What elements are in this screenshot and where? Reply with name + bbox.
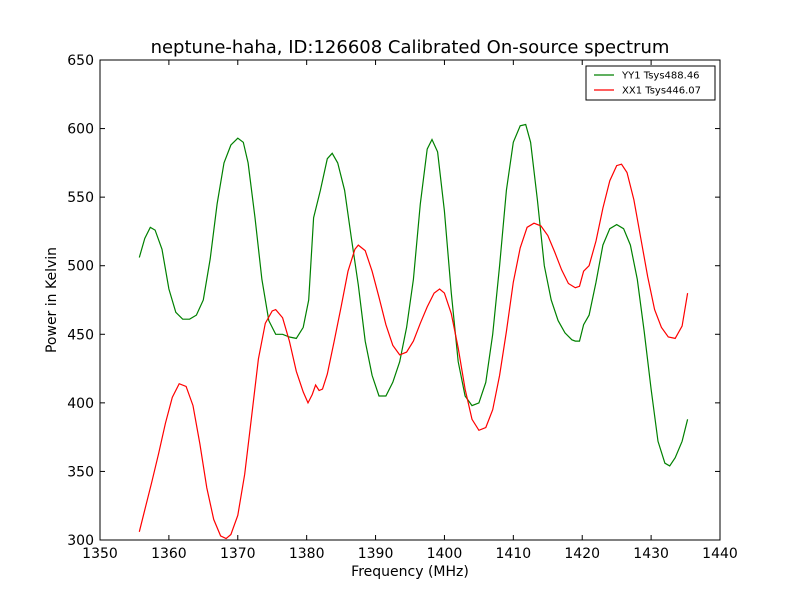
x-tick-label: 1380 xyxy=(289,546,325,562)
x-tick-label: 1410 xyxy=(496,546,532,562)
legend-box xyxy=(585,65,716,101)
y-tick-label: 650 xyxy=(67,53,94,69)
series-line-yy1 xyxy=(138,123,689,467)
y-tick-label: 450 xyxy=(67,327,94,343)
y-axis-label: Power in Kelvin xyxy=(44,247,60,353)
plot-area: 1350 1360 1370 1380 1390 1400 1410 1420 1430 1440… xyxy=(67,53,738,562)
x-tick-label: 1430 xyxy=(633,546,669,562)
y-tick-label: 550 xyxy=(67,190,94,206)
legend-label: XX1 Tsys446.07 xyxy=(622,86,701,97)
y-tick-label: 600 xyxy=(67,122,94,138)
x-tick-label: 1440 xyxy=(702,546,738,562)
x-axis-label: Frequency (MHz) xyxy=(351,564,469,580)
x-tick-label: 1390 xyxy=(358,546,394,562)
x-tick-label: 1360 xyxy=(151,546,187,562)
legend-label: YY1 Tsys488.46 xyxy=(621,71,700,82)
y-tick-label: 300 xyxy=(67,533,94,549)
y-tick-label: 400 xyxy=(67,396,94,412)
series-line-xx1 xyxy=(138,163,689,540)
x-tick-label: 1420 xyxy=(564,546,600,562)
axes-frame xyxy=(99,59,721,541)
chart-title: neptune-haha, ID:126608 Calibrated On-so… xyxy=(151,37,670,58)
y-tick-label: 350 xyxy=(67,464,94,480)
x-tick-label: 1350 xyxy=(82,546,118,562)
x-tick-label: 1370 xyxy=(220,546,256,562)
x-tick-label: 1400 xyxy=(427,546,463,562)
y-tick-label: 500 xyxy=(67,259,94,275)
legend: YY1 Tsys488.46 XX1 Tsys446.07 xyxy=(585,65,716,101)
